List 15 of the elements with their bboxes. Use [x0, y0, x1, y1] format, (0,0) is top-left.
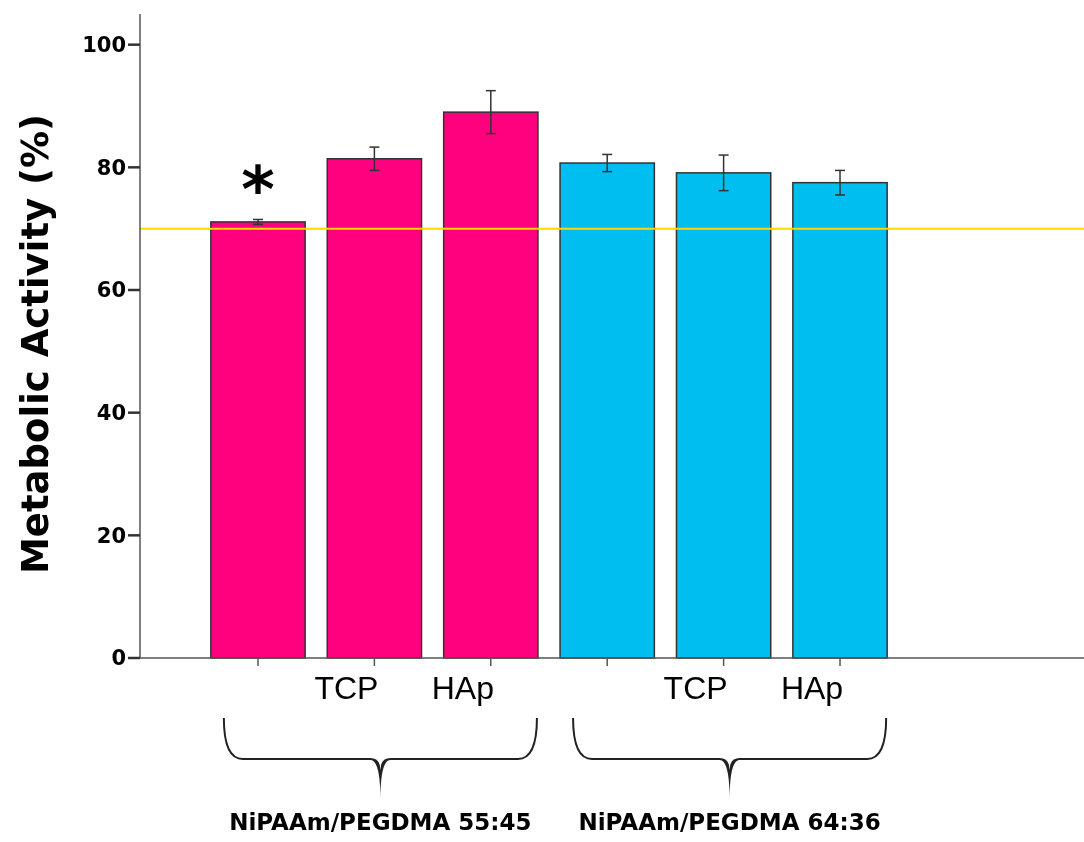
text: NiPAAm/PEGDMA 55:45 [229, 809, 532, 835]
y-axis-title: Metabolic Activity (%) [14, 114, 57, 574]
text: NiPAAm/PEGDMA 64:36 [578, 809, 881, 835]
annotation: * [241, 152, 275, 227]
y-tick-label: 0 [111, 646, 126, 671]
x-tick-label: HAp [431, 670, 494, 707]
y-tick-label: 20 [96, 523, 126, 548]
y-tick-label: 80 [96, 155, 126, 180]
y-tick-label: 40 [96, 401, 126, 426]
y-tick-label: 60 [96, 278, 126, 303]
x-tick-label: TCP [314, 670, 379, 707]
x-tick-label: HAp [780, 670, 844, 707]
y-tick-label: 100 [82, 33, 126, 58]
x-tick-label: TCP [663, 670, 728, 707]
bar [210, 221, 306, 659]
